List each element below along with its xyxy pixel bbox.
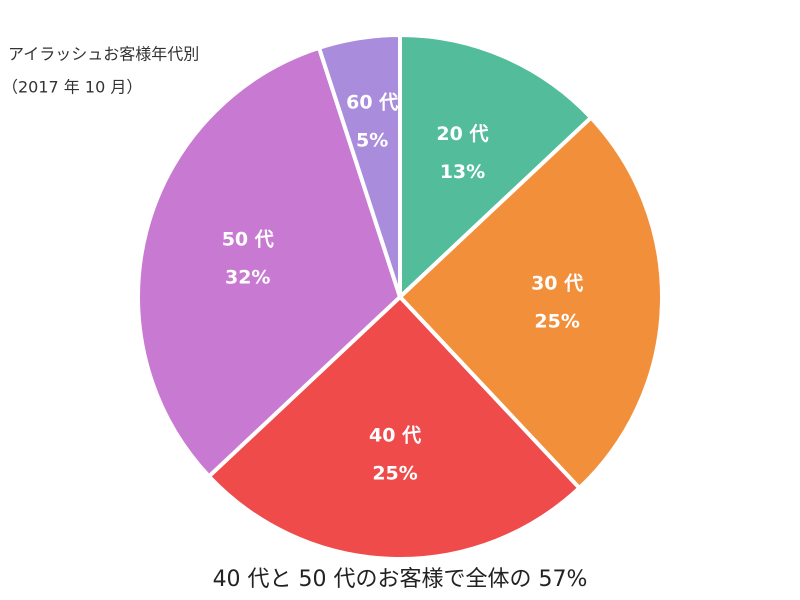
slice-category-label: 30 代 — [531, 272, 583, 294]
pie-slice — [397, 114, 664, 491]
slice-value-label: 13% — [440, 161, 485, 183]
slice-value-label: 25% — [372, 463, 417, 485]
pie-slice — [206, 294, 583, 561]
pie — [136, 32, 664, 561]
chart-title: アイラッシュお客様年代別 — [8, 45, 199, 64]
slice-value-label: 25% — [534, 310, 579, 332]
slice-category-label: 60 代 — [346, 92, 398, 114]
pie-slice — [398, 32, 594, 302]
pie-slice — [136, 45, 403, 480]
slice-value-label: 32% — [225, 266, 270, 288]
annotation: 40 代と 50 代のお客様で全体の 57% — [213, 567, 588, 592]
pie-slice — [316, 32, 402, 298]
chart-subtitle: （2017 年 10 月） — [2, 78, 142, 97]
slice-value-label: 5% — [356, 130, 388, 152]
slice-category-label: 50 代 — [222, 228, 274, 250]
slice-category-label: 40 代 — [369, 425, 421, 447]
slice-category-label: 20 代 — [436, 123, 488, 145]
